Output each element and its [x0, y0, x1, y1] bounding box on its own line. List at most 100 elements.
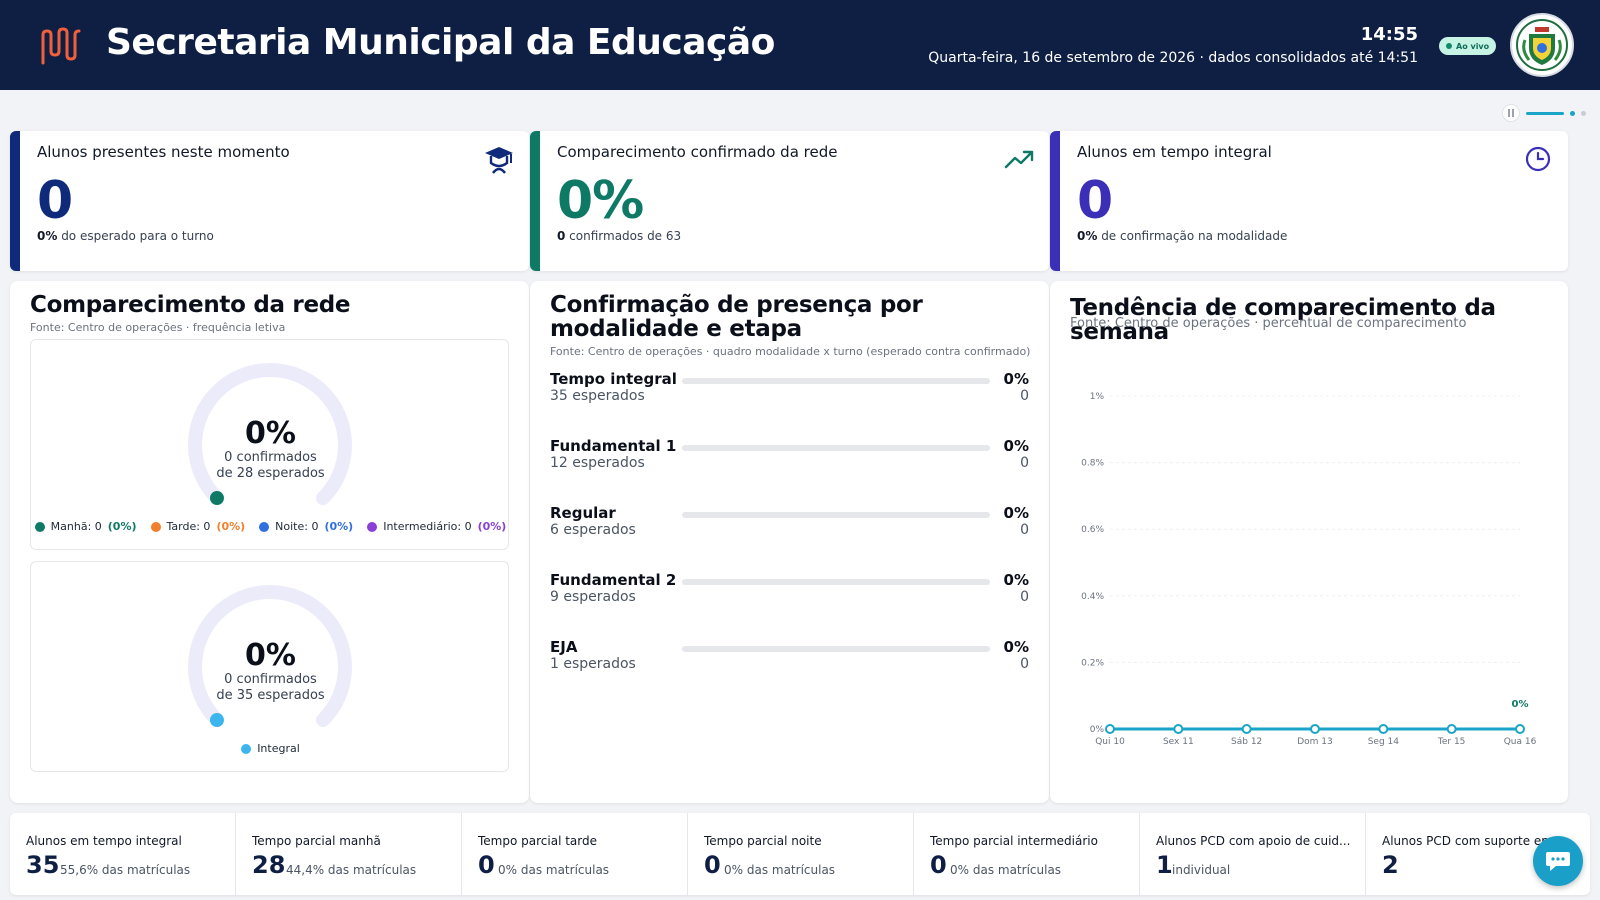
- legend-item-integral: Integral: [241, 742, 300, 755]
- modality-percent: 0%: [1003, 370, 1029, 388]
- trend-panel: Tendência de comparecimento da semana Fo…: [1050, 281, 1568, 803]
- summary-item: Tempo parcial noite 0 0% das matrículas: [688, 813, 914, 895]
- legend-item-manha: Manhã: 0 (0%): [34, 520, 137, 533]
- summary-item: Tempo parcial intermediário 0 0% das mat…: [914, 813, 1140, 895]
- kpi-accent: [10, 131, 20, 271]
- modality-bar-track: [682, 646, 990, 652]
- modality-bar-track: [682, 579, 990, 585]
- live-badge: Ao vivo: [1439, 37, 1497, 55]
- x-tick-label: Sex 11: [1163, 737, 1194, 747]
- legend-dot-icon: [367, 521, 378, 532]
- bar-logo-icon: [41, 27, 81, 65]
- kpi-full-time-students: Alunos em tempo integral 0 0% de confirm…: [1050, 131, 1568, 271]
- modality-count: 0: [1020, 388, 1029, 404]
- pause-button[interactable]: [1502, 104, 1520, 122]
- trend-line-chart: 0% 0.2% 0.4% 0.6% 0.8% 1% Qui 10 Sex 11 Sáb 12 Do…: [1081, 392, 1536, 747]
- summary-item: Alunos PCD com apoio de cuid... 1 indivi…: [1140, 813, 1366, 895]
- legend-dot-icon: [34, 521, 45, 532]
- panel-source: Fonte: Centro de operações · frequência …: [30, 321, 286, 334]
- summary-label: Alunos em tempo integral: [26, 834, 182, 848]
- summary-label: Tempo parcial manhã: [252, 834, 381, 848]
- modality-count: 0: [1020, 589, 1029, 605]
- modality-panel: Confirmação de presença por modalidade e…: [530, 281, 1049, 803]
- trending-up-icon: [1004, 150, 1034, 169]
- legend-item-intermediario: Intermediário: 0 (0%): [367, 520, 506, 533]
- municipal-crest-icon: [1510, 13, 1574, 77]
- gauge-marker: [209, 713, 224, 728]
- modality-bar-track: [682, 378, 990, 384]
- legend-item-noite: Noite: 0 (0%): [259, 520, 353, 533]
- modality-expected: 1 esperados: [550, 656, 636, 672]
- kpi-accent: [530, 131, 540, 271]
- kpi-network-attendance: Comparecimento confirmado da rede 0% 0 c…: [530, 131, 1049, 271]
- summary-label: Tempo parcial intermediário: [930, 834, 1098, 848]
- modality-percent: 0%: [1003, 437, 1029, 455]
- summary-sub: 55,6% das matrículas: [60, 863, 191, 877]
- modality-count: 0: [1020, 656, 1029, 672]
- panel-source: Fonte: Centro de operações · quadro moda…: [550, 345, 1031, 358]
- modality-count: 0: [1020, 522, 1029, 538]
- summary-sub: 0% das matrículas: [950, 863, 1062, 877]
- modality-percent: 0%: [1003, 504, 1029, 522]
- gauge-marker: [209, 491, 224, 506]
- modality-bar-track: [682, 512, 990, 518]
- gauge-track: [188, 363, 352, 506]
- series-point: [1173, 724, 1184, 734]
- summary-strip: Alunos em tempo integral 35 55,6% das ma…: [10, 813, 1590, 895]
- summary-value: 35: [26, 851, 60, 879]
- series-point: [1515, 724, 1525, 734]
- legend-dot-icon: [259, 521, 270, 532]
- live-dot-icon: [1446, 43, 1452, 49]
- summary-label: Alunos PCD com apoio de cuid...: [1156, 834, 1351, 848]
- pager-dot-2[interactable]: [1581, 110, 1586, 116]
- modality-row: Tempo integral 35 esperados 0% 0: [550, 370, 1029, 420]
- panel-source: Fonte: Centro de operações · percentual …: [1070, 316, 1467, 331]
- modality-name: Fundamental 2: [550, 571, 677, 589]
- kpi-label: Alunos em tempo integral: [1077, 143, 1272, 161]
- modality-percent: 0%: [1003, 571, 1029, 589]
- modality-percent: 0%: [1003, 638, 1029, 656]
- y-tick-label: 0.8%: [1081, 459, 1104, 469]
- crest-emblem: [1516, 19, 1568, 71]
- app-title: Secretaria Municipal da Educação: [106, 22, 775, 63]
- clock-icon: [1525, 146, 1551, 172]
- panel-title: Confirmação de presença por modalidade e…: [550, 292, 923, 342]
- gauge-legend: Integral: [31, 742, 510, 755]
- kpi-accent: [1050, 131, 1060, 271]
- gauge-chart: [188, 363, 352, 506]
- modality-name: Tempo integral: [550, 370, 677, 388]
- x-tick-label: Dom 13: [1297, 737, 1333, 747]
- kpi-subtext: 0% do esperado para o turno: [37, 229, 214, 243]
- summary-value: 2: [1382, 851, 1399, 879]
- summary-item: Alunos PCD com suporte en... 2: [1366, 813, 1590, 895]
- x-tick-label: Sáb 12: [1231, 737, 1262, 747]
- pause-icon: [1508, 109, 1514, 117]
- gauge-track: [188, 585, 352, 728]
- panel-title: Comparecimento da rede: [30, 292, 351, 318]
- gauge-percent: 0%: [245, 638, 296, 673]
- summary-value: 0: [930, 851, 947, 879]
- modality-name: Fundamental 1: [550, 437, 677, 455]
- x-tick-label: Qui 10: [1095, 737, 1125, 747]
- modality-name: Regular: [550, 504, 616, 522]
- modality-row: Fundamental 2 9 esperados 0% 0: [550, 571, 1029, 621]
- series-point: [1310, 724, 1320, 734]
- live-badge-label: Ao vivo: [1456, 41, 1490, 51]
- summary-item: Tempo parcial manhã 28 44,4% das matrícu…: [236, 813, 462, 895]
- series-point: [1241, 724, 1252, 734]
- legend-dot-icon: [150, 521, 161, 532]
- summary-item: Alunos em tempo integral 35 55,6% das ma…: [10, 813, 236, 895]
- series-point: [1378, 724, 1389, 734]
- summary-sub: 0% das matrículas: [724, 863, 836, 877]
- chat-button[interactable]: [1533, 836, 1583, 886]
- date-line: Quarta-feira, 16 de setembro de 2026 · d…: [928, 50, 1418, 66]
- y-tick-label: 1%: [1090, 392, 1105, 402]
- chat-bubble-icon: [1546, 852, 1570, 871]
- kpi-subtext: 0% de confirmação na modalidade: [1077, 229, 1288, 243]
- modality-row: EJA 1 esperados 0% 0: [550, 638, 1029, 688]
- kpi-students-present: Alunos presentes neste momento 0 0% do e…: [10, 131, 529, 271]
- pager-dot-1[interactable]: [1570, 110, 1575, 116]
- carousel-pager: [1502, 104, 1586, 122]
- gauge-card-partial: 0% 0 confirmados de 28 esperados Manhã: …: [30, 339, 509, 550]
- summary-item: Tempo parcial tarde 0 0% das matrículas: [462, 813, 688, 895]
